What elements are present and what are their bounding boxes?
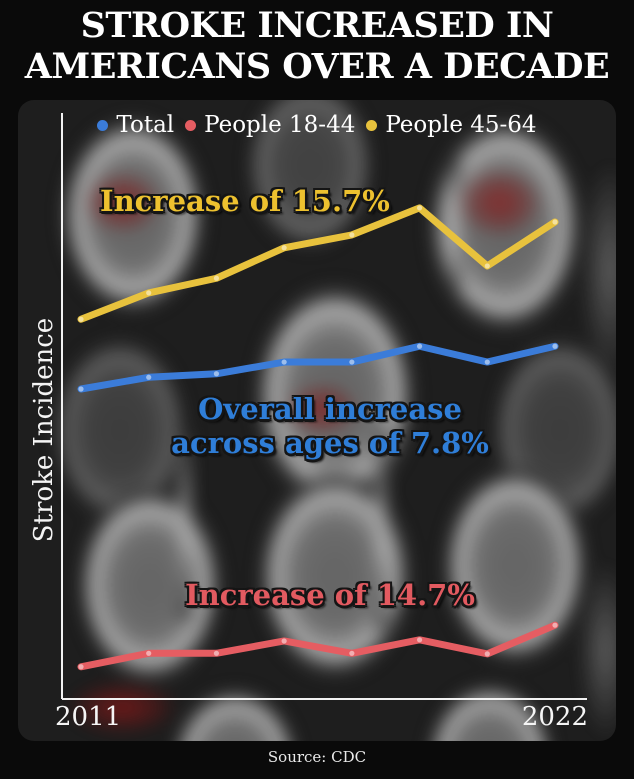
x-tick-2022: 2022 [521,702,588,732]
data-point-marker [552,219,558,225]
legend-dot-total-icon [97,119,109,131]
series-line-people-18-44 [77,621,559,671]
annotation-45-64: Increase of 15.7% [100,184,390,218]
data-point-marker [146,374,152,380]
data-point-marker [484,359,490,365]
data-point-marker [281,359,287,365]
ct-scan-background [18,100,616,741]
data-point-marker [349,650,355,656]
legend-item-total: Total [97,112,174,138]
legend-label-total: Total [116,112,175,138]
data-point-marker [281,245,287,251]
data-point-marker [213,650,220,656]
legend-item-45-64: People 45-64 [366,112,537,138]
data-point-marker [552,343,558,349]
legend-item-18-44: People 18-44 [185,112,355,138]
data-point-marker [552,622,558,628]
title-line-2: AMERICANS OVER A DECADE [24,46,610,87]
data-point-marker [78,316,84,322]
data-point-marker [78,386,84,392]
chart-series-layer [77,204,559,671]
data-point-marker [349,232,355,238]
legend-label-18-44: People 18-44 [204,112,356,138]
data-point-marker [416,205,423,211]
annotation-18-44: Increase of 14.7% [185,578,475,612]
title-line-1: STROKE INCREASED IN [80,5,554,46]
data-point-marker [146,290,152,296]
data-point-marker [213,275,220,281]
legend: Total People 18-44 People 45-64 [0,112,634,138]
data-point-marker [349,359,355,365]
data-point-marker [213,371,220,377]
series-line-total [77,342,559,393]
data-point-marker [78,664,84,670]
source-note: Source: CDC [267,748,367,766]
series-line-people-45-64 [77,204,559,323]
data-point-marker [484,651,490,657]
y-axis-label: Stroke Incidence [29,317,59,543]
data-point-marker [146,650,152,656]
chart-panel [18,100,616,741]
data-point-marker [484,263,490,269]
annotation-total-line-2: across ages of 7.8% [171,426,489,460]
annotation-total-line-1: Overall increase [198,392,462,426]
x-tick-2011: 2011 [55,702,122,732]
data-point-marker [416,637,423,643]
legend-dot-18-44-icon [185,119,197,131]
annotation-total: Overall increase across ages of 7.8% [150,392,510,460]
page-title: STROKE INCREASED IN AMERICANS OVER A DEC… [0,5,634,87]
data-point-marker [281,638,287,644]
data-point-marker [416,343,423,349]
legend-dot-45-64-icon [366,119,378,131]
legend-label-45-64: People 45-64 [385,112,537,138]
